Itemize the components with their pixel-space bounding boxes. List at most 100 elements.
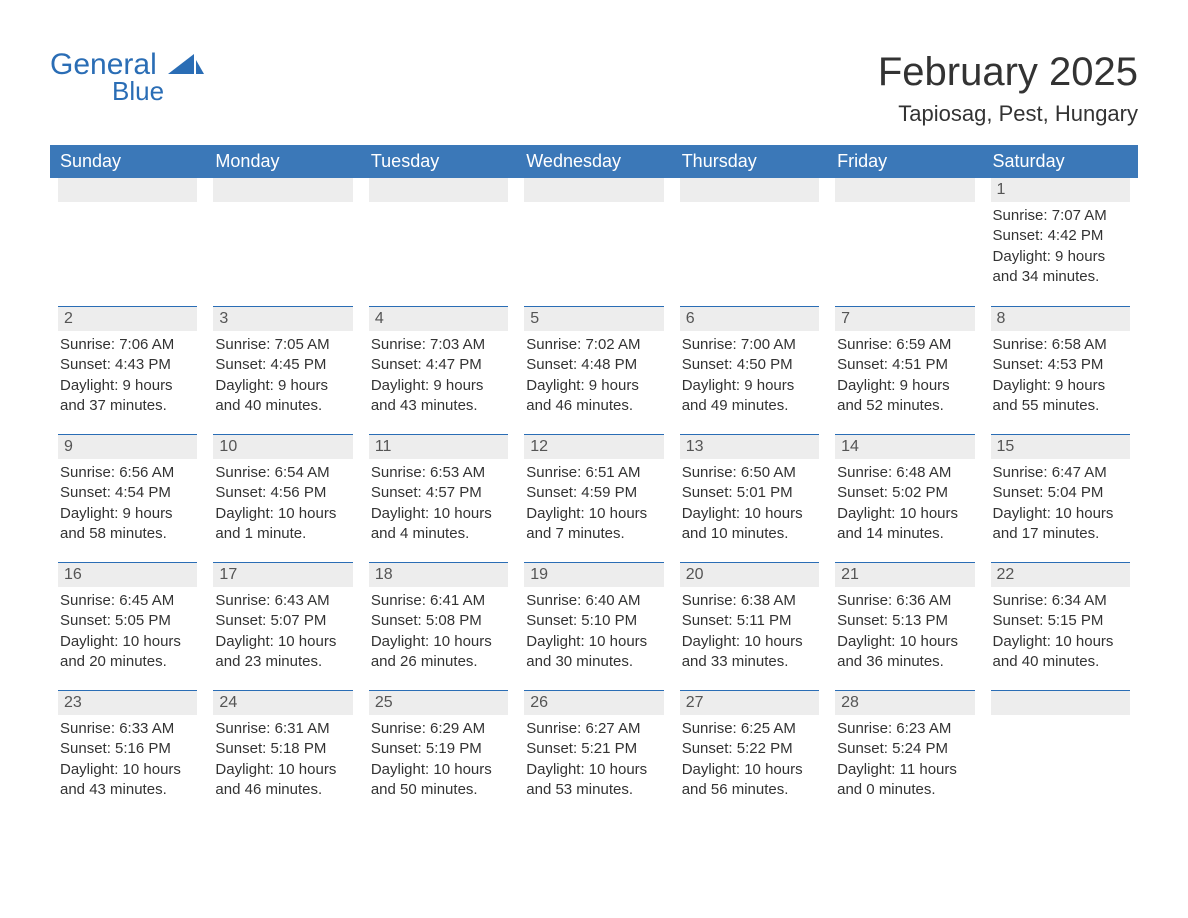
day-cell: 4 Sunrise: 7:03 AMSunset: 4:47 PMDaylight…: [361, 306, 516, 434]
day-info: Sunrise: 6:31 AMSunset: 5:18 PMDaylight:…: [213, 719, 352, 800]
day-info: Sunrise: 6:27 AMSunset: 5:21 PMDaylight:…: [524, 719, 663, 800]
day-info: Sunrise: 6:48 AMSunset: 5:02 PMDaylight:…: [835, 463, 974, 544]
day-number: [835, 178, 974, 202]
month-title: February 2025: [878, 50, 1138, 95]
day-info: Sunrise: 6:58 AMSunset: 4:53 PMDaylight:…: [991, 335, 1130, 416]
day-info: Sunrise: 6:25 AMSunset: 5:22 PMDaylight:…: [680, 719, 819, 800]
day-number: 12: [524, 434, 663, 459]
day-number: 2: [58, 306, 197, 331]
weekday-header: Wednesday: [516, 145, 671, 178]
day-cell: 25 Sunrise: 6:29 AMSunset: 5:19 PMDayligh…: [361, 690, 516, 818]
day-number: 25: [369, 690, 508, 715]
day-cell: 10 Sunrise: 6:54 AMSunset: 4:56 PMDayligh…: [205, 434, 360, 562]
day-number: 27: [680, 690, 819, 715]
day-cell: 13 Sunrise: 6:50 AMSunset: 5:01 PMDayligh…: [672, 434, 827, 562]
day-cell: 26Sunrise: 6:27 AMSunset: 5:21 PMDayligh…: [516, 690, 671, 818]
empty-cell: [361, 178, 516, 306]
day-number: 22: [991, 562, 1130, 587]
day-info: Sunrise: 6:41 AMSunset: 5:08 PMDaylight:…: [369, 591, 508, 672]
day-number: 20: [680, 562, 819, 587]
day-info: Sunrise: 6:23 AMSunset: 5:24 PMDaylight:…: [835, 719, 974, 800]
day-cell: 27 Sunrise: 6:25 AMSunset: 5:22 PMDayligh…: [672, 690, 827, 818]
day-info: Sunrise: 6:29 AMSunset: 5:19 PMDaylight:…: [369, 719, 508, 800]
day-number: 4: [369, 306, 508, 331]
day-info: Sunrise: 7:07 AMSunset: 4:42 PMDaylight:…: [991, 206, 1130, 287]
weekday-header: Sunday: [50, 145, 205, 178]
sail-icon: [168, 54, 204, 85]
empty-cell: [983, 690, 1138, 818]
weekday-header-row: SundayMondayTuesdayWednesdayThursdayFrid…: [50, 145, 1138, 178]
day-number: [991, 690, 1130, 715]
day-number: [369, 178, 508, 202]
day-cell: 23 Sunrise: 6:33 AMSunset: 5:16 PMDayligh…: [50, 690, 205, 818]
day-info: Sunrise: 7:03 AMSunset: 4:47 PMDaylight:…: [369, 335, 508, 416]
weekday-header: Friday: [827, 145, 982, 178]
day-cell: 17Sunrise: 6:43 AMSunset: 5:07 PMDayligh…: [205, 562, 360, 690]
calendar-row: 23 Sunrise: 6:33 AMSunset: 5:16 PMDayligh…: [50, 690, 1138, 818]
calendar-body: 1Sunrise: 7:07 AMSunset: 4:42 PMDaylight…: [50, 178, 1138, 818]
day-info: Sunrise: 6:38 AMSunset: 5:11 PMDaylight:…: [680, 591, 819, 672]
day-cell: 3 Sunrise: 7:05 AMSunset: 4:45 PMDaylight…: [205, 306, 360, 434]
day-cell: 2 Sunrise: 7:06 AMSunset: 4:43 PMDaylight…: [50, 306, 205, 434]
day-cell: 18 Sunrise: 6:41 AMSunset: 5:08 PMDayligh…: [361, 562, 516, 690]
calendar-row: 9 Sunrise: 6:56 AMSunset: 4:54 PMDaylight…: [50, 434, 1138, 562]
day-number: 19: [524, 562, 663, 587]
day-number: [213, 178, 352, 202]
day-number: 16: [58, 562, 197, 587]
title-block: February 2025 Tapiosag, Pest, Hungary: [878, 50, 1138, 127]
calendar-table: SundayMondayTuesdayWednesdayThursdayFrid…: [50, 145, 1138, 818]
empty-cell: [672, 178, 827, 306]
day-info: Sunrise: 6:54 AMSunset: 4:56 PMDaylight:…: [213, 463, 352, 544]
day-info: Sunrise: 6:33 AMSunset: 5:16 PMDaylight:…: [58, 719, 197, 800]
day-info: Sunrise: 7:02 AMSunset: 4:48 PMDaylight:…: [524, 335, 663, 416]
day-info: Sunrise: 7:05 AMSunset: 4:45 PMDaylight:…: [213, 335, 352, 416]
weekday-header: Thursday: [672, 145, 827, 178]
day-info: Sunrise: 6:45 AMSunset: 5:05 PMDaylight:…: [58, 591, 197, 672]
day-number: 18: [369, 562, 508, 587]
day-cell: 12 Sunrise: 6:51 AMSunset: 4:59 PMDayligh…: [516, 434, 671, 562]
day-info: Sunrise: 7:00 AMSunset: 4:50 PMDaylight:…: [680, 335, 819, 416]
day-number: 13: [680, 434, 819, 459]
day-number: 3: [213, 306, 352, 331]
calendar-row: 1Sunrise: 7:07 AMSunset: 4:42 PMDaylight…: [50, 178, 1138, 306]
day-cell: 7Sunrise: 6:59 AMSunset: 4:51 PMDaylight…: [827, 306, 982, 434]
day-number: 24: [213, 690, 352, 715]
calendar-row: 2 Sunrise: 7:06 AMSunset: 4:43 PMDaylight…: [50, 306, 1138, 434]
calendar-row: 16 Sunrise: 6:45 AMSunset: 5:05 PMDayligh…: [50, 562, 1138, 690]
day-info: Sunrise: 6:40 AMSunset: 5:10 PMDaylight:…: [524, 591, 663, 672]
day-cell: 1Sunrise: 7:07 AMSunset: 4:42 PMDaylight…: [983, 178, 1138, 306]
day-info: Sunrise: 6:50 AMSunset: 5:01 PMDaylight:…: [680, 463, 819, 544]
day-cell: 5Sunrise: 7:02 AMSunset: 4:48 PMDaylight…: [516, 306, 671, 434]
day-info: Sunrise: 6:51 AMSunset: 4:59 PMDaylight:…: [524, 463, 663, 544]
day-number: 11: [369, 434, 508, 459]
day-number: [58, 178, 197, 202]
day-info: Sunrise: 6:53 AMSunset: 4:57 PMDaylight:…: [369, 463, 508, 544]
weekday-header: Monday: [205, 145, 360, 178]
day-number: 23: [58, 690, 197, 715]
location: Tapiosag, Pest, Hungary: [878, 101, 1138, 127]
day-info: Sunrise: 6:36 AMSunset: 5:13 PMDaylight:…: [835, 591, 974, 672]
day-cell: 11 Sunrise: 6:53 AMSunset: 4:57 PMDayligh…: [361, 434, 516, 562]
day-info: Sunrise: 6:56 AMSunset: 4:54 PMDaylight:…: [58, 463, 197, 544]
day-number: 21: [835, 562, 974, 587]
logo-text-blue: Blue: [112, 78, 164, 104]
empty-cell: [516, 178, 671, 306]
empty-cell: [205, 178, 360, 306]
day-cell: 16 Sunrise: 6:45 AMSunset: 5:05 PMDayligh…: [50, 562, 205, 690]
day-info: Sunrise: 7:06 AMSunset: 4:43 PMDaylight:…: [58, 335, 197, 416]
day-number: 28: [835, 690, 974, 715]
header: General Blue February 2025 Tapiosag, Pes…: [50, 50, 1138, 127]
day-cell: 24 Sunrise: 6:31 AMSunset: 5:18 PMDayligh…: [205, 690, 360, 818]
day-number: 6: [680, 306, 819, 331]
day-cell: 6 Sunrise: 7:00 AMSunset: 4:50 PMDaylight…: [672, 306, 827, 434]
day-number: 10: [213, 434, 352, 459]
day-cell: 21 Sunrise: 6:36 AMSunset: 5:13 PMDayligh…: [827, 562, 982, 690]
day-cell: 9 Sunrise: 6:56 AMSunset: 4:54 PMDaylight…: [50, 434, 205, 562]
day-cell: 19 Sunrise: 6:40 AMSunset: 5:10 PMDayligh…: [516, 562, 671, 690]
day-number: 9: [58, 434, 197, 459]
day-number: 7: [835, 306, 974, 331]
weekday-header: Saturday: [983, 145, 1138, 178]
day-cell: 14Sunrise: 6:48 AMSunset: 5:02 PMDayligh…: [827, 434, 982, 562]
day-number: [680, 178, 819, 202]
day-cell: 8Sunrise: 6:58 AMSunset: 4:53 PMDaylight…: [983, 306, 1138, 434]
